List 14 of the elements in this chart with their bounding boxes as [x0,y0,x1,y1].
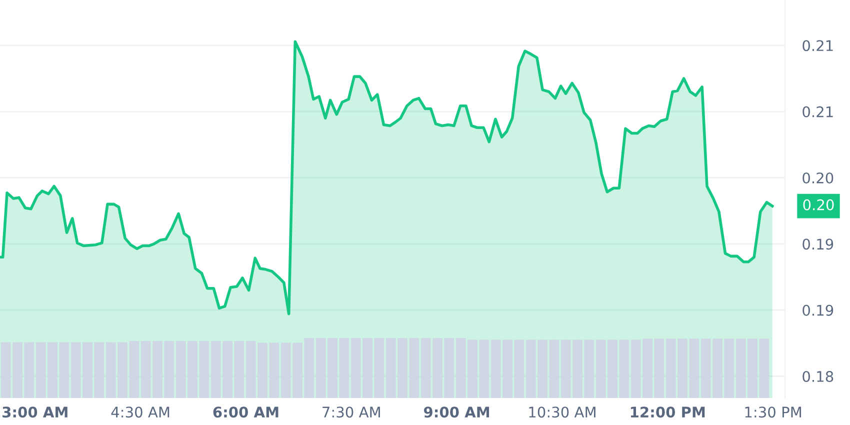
x-tick-label: 3:00 AM [2,406,68,418]
y-tick-label: 0.21 [802,40,833,52]
x-tick-label: 10:30 AM [529,406,596,418]
y-tick-label: 0.19 [802,238,834,250]
y-tick-label: 0.19 [802,304,834,316]
x-tick-label: 1:30 PM [745,406,802,418]
x-tick-label: 4:30 AM [111,406,170,418]
y-tick-label: 0.18 [802,370,834,382]
y-tick-label: 0.21 [802,106,833,118]
y-tick-label: 0.20 [802,172,834,184]
x-tick-label: 6:00 AM [213,406,278,418]
x-tick-label: 7:30 AM [322,406,380,418]
x-tick-label: 9:00 AM [424,406,490,418]
x-tick-label: 12:00 PM [630,406,705,418]
